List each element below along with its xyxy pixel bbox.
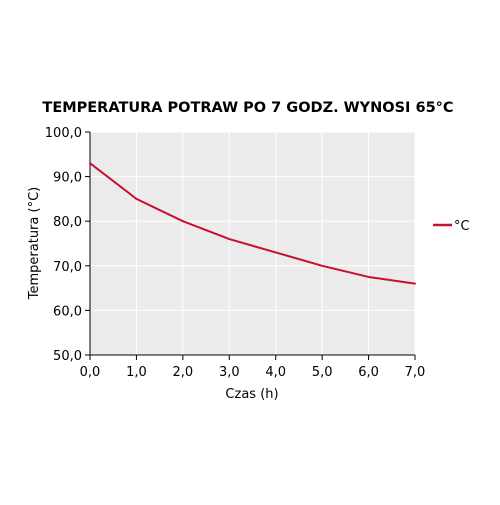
plot-area [90, 132, 415, 355]
x-tick-label: 1,0 [126, 365, 147, 380]
y-tick-label: 90,0 [53, 171, 82, 186]
x-tick-label: 6,0 [358, 365, 379, 380]
x-tick-label: 0,0 [80, 365, 101, 380]
x-tick-label: 7,0 [405, 365, 426, 380]
y-tick-label: 80,0 [53, 215, 82, 230]
chart-title: TEMPERATURA POTRAW PO 7 GODZ. WYNOSI 65°… [42, 100, 453, 116]
y-tick-label: 60,0 [53, 304, 82, 319]
legend-label: °C [454, 219, 470, 234]
x-tick-label: 3,0 [219, 365, 240, 380]
x-tick-label: 5,0 [312, 365, 333, 380]
x-tick-label: 2,0 [173, 365, 194, 380]
y-tick-label: 70,0 [53, 260, 82, 275]
y-tick-label: 100,0 [45, 126, 82, 141]
y-tick-label: 50,0 [53, 349, 82, 364]
x-axis-label: Czas (h) [225, 387, 278, 402]
x-tick-label: 4,0 [265, 365, 286, 380]
legend: °C [433, 219, 470, 234]
y-axis-label: Temperatura (°C) [27, 187, 42, 300]
